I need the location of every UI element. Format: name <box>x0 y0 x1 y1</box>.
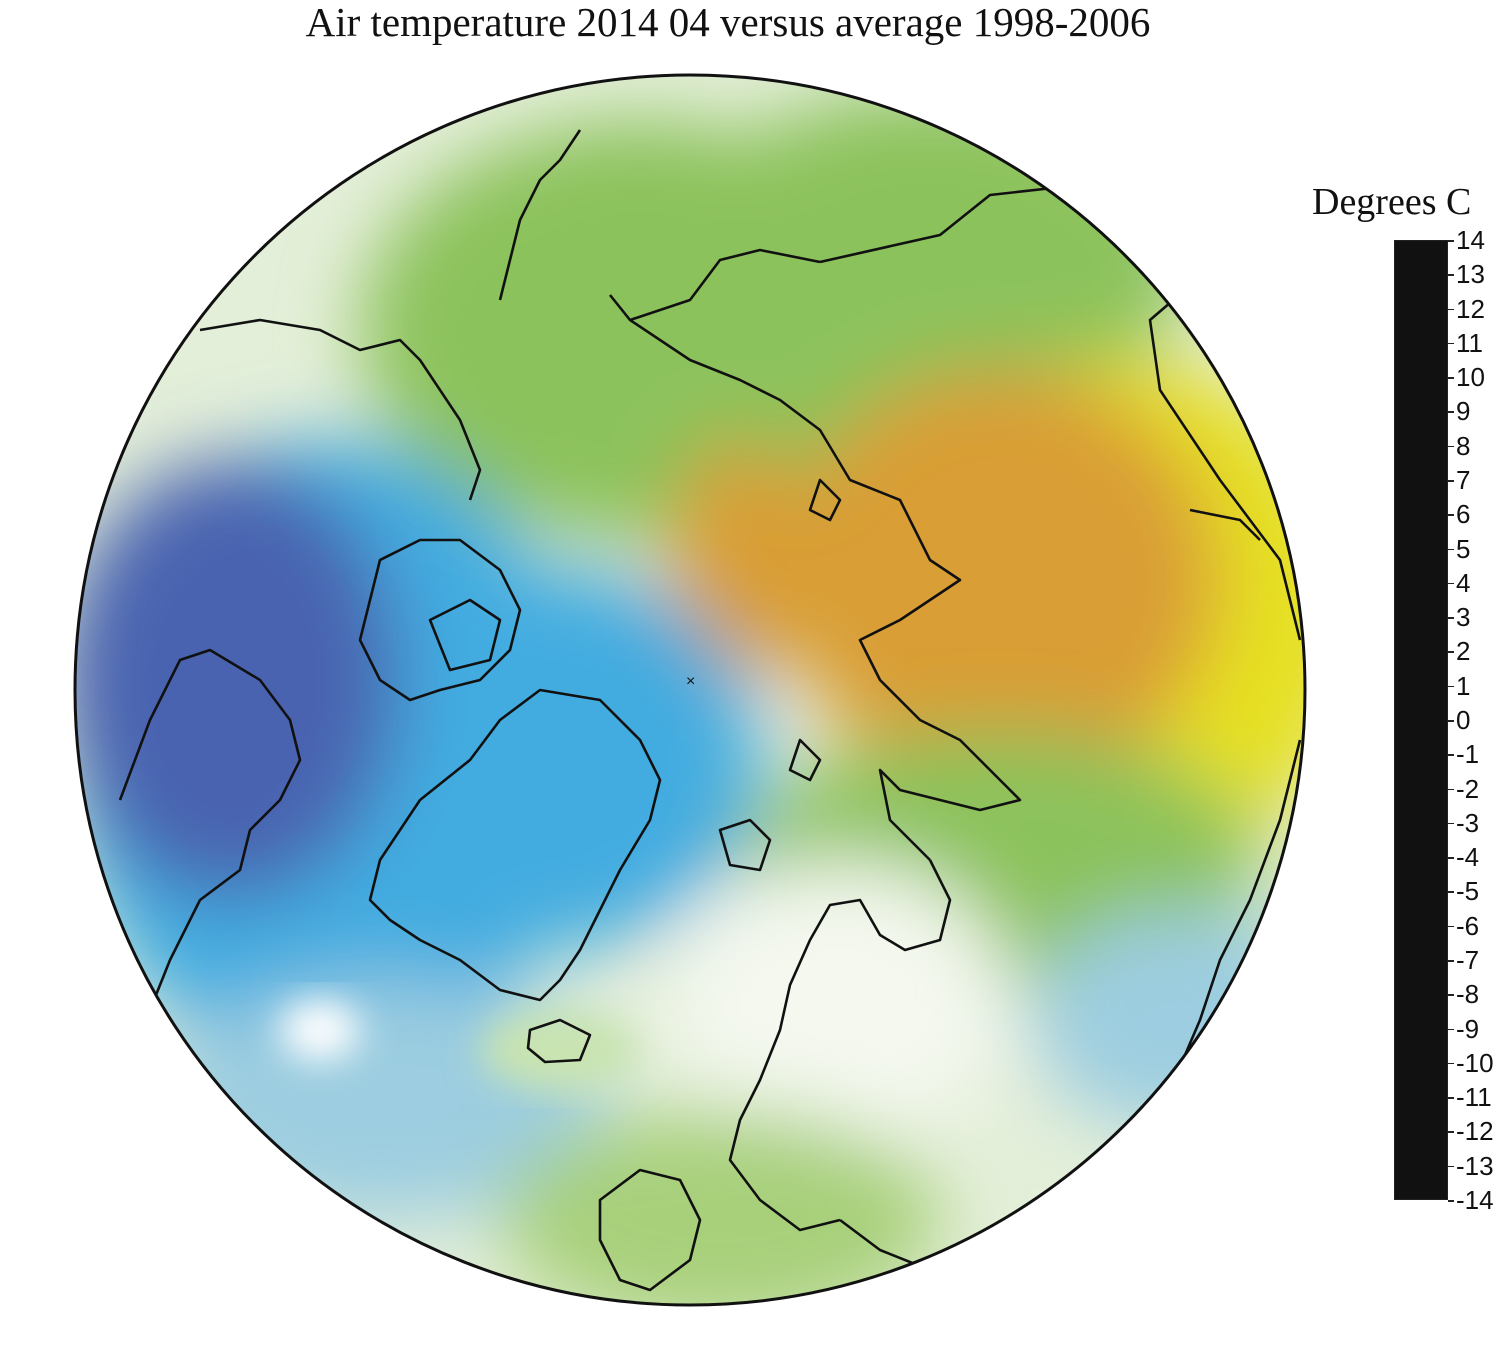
colorbar-tick-label: 0 <box>1456 705 1471 735</box>
coastline-kamchatka <box>498 129 582 301</box>
field-neutral-spot <box>280 1000 360 1060</box>
colorbar-tick-mark <box>1448 377 1454 379</box>
field-hot-pole-tongue <box>670 440 810 680</box>
colorbar-tick-label: 4 <box>1456 567 1471 598</box>
coastline-canada-west <box>118 648 302 1012</box>
colorbar-tick-mark <box>1448 788 1454 791</box>
colorbar-tick-label: -11 <box>1456 1082 1492 1113</box>
colorbar-tick-label: -13 <box>1456 1150 1494 1181</box>
coastline-iceland <box>526 1018 592 1064</box>
field-very-cold-canada <box>75 460 400 900</box>
coastline-north-siberia <box>608 294 1022 861</box>
field-warm-europe <box>500 1110 940 1305</box>
colorbar-tick-mark <box>1448 1097 1454 1099</box>
colorbar-tick-label: 12 <box>1456 293 1485 324</box>
coastline-arctic-archipelago <box>358 538 522 702</box>
colorbar-tick-mark <box>1448 1200 1454 1202</box>
colorbar-tick-mark <box>1448 274 1454 276</box>
colorbar-tick-mark <box>1448 720 1454 722</box>
colorbar-tick-label: -9 <box>1456 1013 1480 1044</box>
colorbar-tick-mark <box>1448 617 1454 619</box>
colorbar-tick-mark <box>1448 514 1454 516</box>
coastline-uk <box>598 1168 702 1292</box>
colorbar-tick-mark <box>1448 1165 1454 1168</box>
colorbar-tick-mark <box>1448 685 1454 688</box>
coastline-chukotka <box>629 248 821 322</box>
field-cold-greenland <box>360 570 760 950</box>
colorbar-tick-mark <box>1448 1131 1454 1133</box>
colorbar-tick-mark <box>1448 1062 1454 1065</box>
colorbar-tick-mark <box>1448 240 1454 242</box>
map-disc-border <box>73 73 1307 1307</box>
legend-title: Degrees C <box>1312 181 1472 223</box>
colorbar-tick-label: 11 <box>1456 327 1483 358</box>
colorbar-tick-mark <box>1448 651 1454 653</box>
colorbar-tick-mark <box>1448 342 1454 345</box>
colorbar-tick-label: -12 <box>1456 1116 1494 1147</box>
colorbar-tick-label: -7 <box>1456 945 1480 975</box>
colorbar-tick-mark <box>1448 1028 1454 1031</box>
colorbar-tick-label: -1 <box>1456 739 1480 770</box>
colorbar-tick-label: 5 <box>1456 533 1471 564</box>
colorbar-tick-mark <box>1448 308 1454 311</box>
coastline-greenland <box>368 688 662 1002</box>
coastline-lake <box>1189 508 1261 541</box>
colorbar-tick-label: -8 <box>1456 979 1480 1010</box>
field-iceland <box>480 1010 640 1090</box>
colorbar-tick-label: -10 <box>1456 1047 1494 1078</box>
colorbar-tick-mark <box>1448 548 1454 551</box>
colorbar-tick-mark <box>1448 754 1454 756</box>
map-title: Air temperature 2014 04 versus average 1… <box>305 0 1151 45</box>
coastline-scandinavia <box>728 859 952 1232</box>
colorbar-tick-label: 3 <box>1456 602 1471 633</box>
colorbar-tick-mark <box>1448 857 1454 859</box>
colorbar-tick-mark <box>1448 925 1454 928</box>
coastline-new-siberian-islands <box>808 478 842 522</box>
field-hot-siberia <box>780 370 1220 790</box>
colorbar-tick-label: 9 <box>1456 396 1471 427</box>
coastline-franz-josef <box>788 738 822 782</box>
colorbar-tick-mark <box>1448 994 1454 996</box>
field-neutral-scandinavia <box>670 860 1010 1140</box>
colorbar-tick-label: 10 <box>1456 362 1485 393</box>
colorbar-tick-label: 6 <box>1456 499 1471 530</box>
colorbar-tick-label: -2 <box>1456 773 1480 804</box>
colorbar-tick-label: 13 <box>1456 259 1485 290</box>
north-pole-marker: × <box>686 673 695 690</box>
coastline-svalbard <box>718 818 772 872</box>
colorbar-tick-mark <box>1448 582 1454 585</box>
colorbar-tick-label: 1 <box>1456 670 1471 701</box>
colorbar-tick-label: -4 <box>1456 842 1480 873</box>
colorbar <box>1394 240 1448 1200</box>
colorbar-tick-label: 8 <box>1456 430 1471 461</box>
field-cool-asia <box>1030 910 1305 1130</box>
colorbar-tick-mark <box>1448 891 1454 893</box>
colorbar-tick-label: 2 <box>1456 636 1471 667</box>
temperature-anomaly-field: × <box>75 75 1305 1305</box>
colorbar-tick-mark <box>1448 960 1454 962</box>
colorbar-tick-mark <box>1448 822 1454 825</box>
colorbar-tick-mark <box>1448 411 1454 413</box>
coastline-alaska-north <box>199 318 482 501</box>
colorbar-tick-label: -5 <box>1456 876 1480 907</box>
colorbar-tick-label: 14 <box>1456 225 1485 255</box>
colorbar-tick-label: -14 <box>1456 1185 1494 1215</box>
colorbar-tick-mark <box>1448 445 1454 448</box>
colorbar-tick-label: 7 <box>1456 465 1471 495</box>
coastline-ellesmere <box>428 598 502 672</box>
colorbar-tick-label: -6 <box>1456 910 1480 941</box>
colorbar-tick-label: -3 <box>1456 807 1480 838</box>
colorbar-tick-mark <box>1448 480 1454 482</box>
